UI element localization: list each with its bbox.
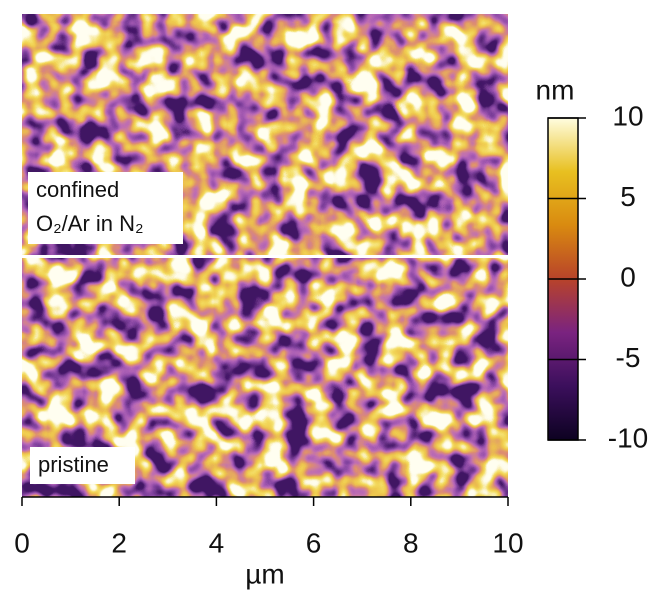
colorbar-tick-label: -10: [608, 422, 648, 453]
label-box: [28, 172, 183, 244]
colorbar-tick-label: 5: [620, 181, 636, 212]
x-tick-label: 6: [306, 527, 322, 558]
x-axis-label: µm: [245, 558, 284, 589]
annotation: confined: [36, 177, 119, 202]
colorbar-tick-label: 10: [612, 100, 643, 131]
colorbar-tick-label: 0: [620, 261, 636, 292]
colorbar-label: nm: [536, 74, 575, 105]
annotation: O₂/Ar in N₂: [36, 211, 144, 236]
x-tick-label: 0: [14, 527, 30, 558]
x-tick-label: 8: [403, 527, 419, 558]
colorbar-tick-label: -5: [616, 342, 641, 373]
annotation: pristine: [38, 452, 109, 477]
x-tick-label: 10: [492, 527, 523, 558]
x-tick-label: 4: [209, 527, 225, 558]
x-tick-label: 2: [111, 527, 127, 558]
label-box: [30, 447, 135, 484]
